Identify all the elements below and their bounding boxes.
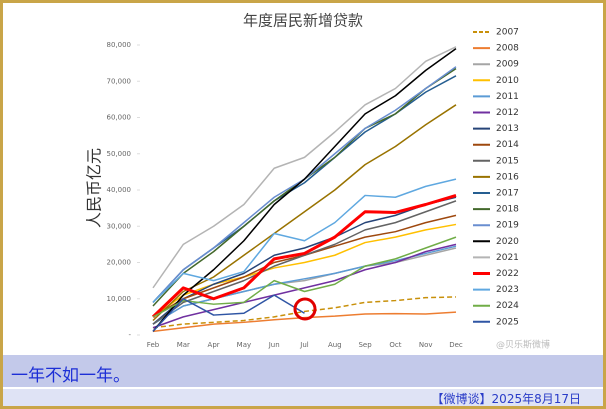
x-tick-label: May [237,341,251,349]
legend-label: 2015 [496,156,519,166]
series-line [152,243,457,329]
legend-label: 2022 [496,269,519,279]
y-axis-label: 人民币亿元 [85,148,104,228]
legend-label: 2014 [496,140,519,150]
x-tick-label: Aug [328,341,342,349]
y-tick-label: 20,000 [107,259,132,267]
x-tick-label: Mar [177,341,190,349]
legend-label: 2016 [496,172,519,182]
series-line [152,67,457,307]
x-tick-label: Sep [358,341,372,349]
legend-label: 2018 [496,205,519,215]
series-line [152,311,457,333]
series-line [152,236,457,318]
caption: 一年不如一年。 [11,366,130,386]
y-tick-label: 10,000 [107,295,132,303]
y-tick-label: 80,000 [107,41,132,49]
footer: 【微博谈】2025年8月17日 [431,392,581,406]
y-tick-label: 70,000 [107,77,132,85]
x-tick-label: Nov [419,341,433,349]
footer-bar: 【微博谈】2025年8月17日 [3,389,603,406]
series-line [151,194,457,318]
chart-title: 年度居民新增贷款 [243,12,363,30]
legend-label: 2020 [496,237,519,247]
highlight-circle [293,297,317,321]
legend-label: 2009 [496,60,519,70]
y-tick-label: 50,000 [107,150,132,158]
x-tick-label: Dec [449,341,463,349]
series-line [152,294,305,332]
caption-bar: 一年不如一年。 [3,355,603,387]
x-tick-label: Apr [208,341,220,349]
series-line [152,196,457,325]
legend-label: 2013 [496,124,519,134]
legend-label: 2024 [496,301,519,311]
legend-label: 2011 [496,92,519,102]
series-line [152,223,457,318]
y-tick-label: - [128,331,131,339]
series-line [152,296,457,329]
x-tick-label: Jun [268,341,280,349]
watermark: @贝乐斯微博 [496,339,550,351]
legend-label: 2012 [496,108,519,118]
legend-label: 2021 [496,253,519,263]
x-tick-label: Feb [147,341,160,349]
legend-label: 2008 [496,44,519,54]
series-line [152,178,457,303]
series-line [152,75,457,303]
legend-label: 2023 [496,285,519,295]
y-tick-label: 30,000 [107,222,132,230]
legend-label: 2019 [496,221,519,231]
y-tick-label: 60,000 [107,114,132,122]
legend-label: 2025 [496,317,519,327]
y-tick-label: 40,000 [107,186,132,194]
chart: 年度居民新增贷款 人民币亿元 @贝乐斯微博 - 10,000 20,000 30,00… [85,12,551,351]
series-line [152,104,457,322]
legend-label: 2017 [496,189,519,199]
legend-label: 2007 [496,28,519,38]
x-tick-label: Oct [389,341,401,349]
series-line [152,46,457,289]
x-tick-label: Jul [299,341,309,349]
legend-label: 2010 [496,76,519,86]
